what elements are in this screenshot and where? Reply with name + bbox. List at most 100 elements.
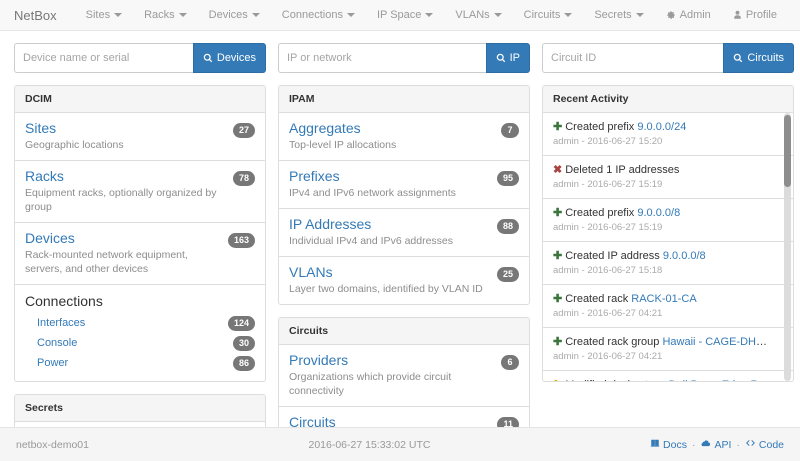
activity-meta: admin - 2016-06-27 15:20: [553, 136, 663, 147]
activity-scrollbar-track[interactable]: [784, 113, 791, 381]
link-console[interactable]: Console: [37, 337, 78, 349]
desc-ip-addresses: Individual IPv4 and IPv6 addresses: [289, 235, 454, 247]
nav-item-sites[interactable]: Sites: [75, 9, 133, 21]
column-activity: Circuits Recent Activity ✚Created prefix…: [542, 43, 794, 461]
footer-link-label: API: [714, 438, 732, 451]
nav-item-connections[interactable]: Connections: [271, 9, 366, 21]
column-dcim: Devices DCIM Sites 27 Geographic locatio…: [14, 43, 266, 461]
ip-search-group: IP: [278, 43, 530, 73]
link-aggregates[interactable]: Aggregates: [289, 120, 361, 136]
nav-label: IP Space: [376, 9, 422, 21]
link-sites[interactable]: Sites: [25, 120, 57, 136]
panel-ipam: IPAM Aggregates 7 Top-level IP allocatio…: [278, 85, 530, 305]
desc-providers: Organizations which provide circuit conn…: [289, 371, 452, 397]
nav-item-admin[interactable]: Admin: [655, 9, 722, 21]
pencil-icon: ✎: [553, 379, 562, 381]
nav-item-ip-space[interactable]: IP Space: [366, 9, 444, 21]
desc-aggregates: Top-level IP allocations: [289, 139, 397, 151]
nav-item-secrets[interactable]: Secrets: [583, 9, 654, 21]
heading-connections: Connections: [25, 293, 103, 309]
badge-aggregates-count: 7: [501, 123, 519, 138]
activity-object-link[interactable]: Dell PowerEdge R630: [669, 379, 771, 381]
ipam-row-prefixes: Prefixes 95 IPv4 and IPv6 network assign…: [279, 161, 529, 209]
activity-action: Created IP address: [565, 250, 660, 262]
link-prefixes[interactable]: Prefixes: [289, 168, 340, 184]
brand-netbox[interactable]: NetBox: [14, 7, 57, 23]
book-icon: [650, 438, 660, 451]
chevron-down-icon: [346, 13, 355, 18]
badge-console-count: 30: [232, 336, 255, 351]
activity-object-link[interactable]: 9.0.0.0/8: [662, 250, 706, 262]
link-providers[interactable]: Providers: [289, 352, 349, 368]
connections-item-interfaces: Interfaces 124: [25, 313, 255, 333]
circuit-search-button[interactable]: Circuits: [723, 43, 794, 73]
circuit-search-input[interactable]: [542, 43, 724, 73]
panel-body-dcim: Sites 27 Geographic locations Racks 78 E…: [15, 113, 265, 381]
badge-ip-addresses-count: 88: [496, 219, 519, 234]
nav-item-profile[interactable]: Profile: [722, 9, 788, 21]
activity-action: Deleted 1 IP addresses: [565, 164, 680, 176]
ip-search-input[interactable]: [278, 43, 486, 73]
activity-scrollbar-thumb[interactable]: [784, 115, 791, 187]
activity-meta: admin - 2016-06-27 15:19: [553, 179, 663, 190]
activity-item: ✚ Created rack RACK-01-CA admin - 2016-06…: [543, 285, 793, 328]
activity-meta: admin - 2016-06-27 04:21: [553, 351, 663, 362]
plus-icon: ✚: [553, 336, 563, 348]
activity-action: Created prefix: [565, 121, 635, 133]
badge-racks-count: 78: [232, 171, 255, 186]
link-vlans[interactable]: VLANs: [289, 264, 333, 280]
activity-item: ✚ Created rack group Hawaii - CAGE-DH1-01…: [543, 328, 793, 371]
nav-item-devices[interactable]: Devices: [198, 9, 271, 21]
footer-links: Docs · API · Code: [650, 438, 784, 451]
link-devices[interactable]: Devices: [25, 230, 75, 246]
footer-link-docs[interactable]: Docs: [650, 438, 687, 451]
activity-item: ✎Modified device type Dell PowerEdge R63…: [543, 371, 793, 381]
nav-item-logout[interactable]: Log out: [788, 9, 800, 21]
nav-user-actions: Admin Profile Log out: [655, 9, 800, 21]
nav-item-circuits[interactable]: Circuits: [513, 9, 584, 21]
page-footer: netbox-demo01 2016-06-27 15:33:02 UTC Do…: [0, 427, 800, 461]
link-interfaces[interactable]: Interfaces: [37, 317, 86, 329]
activity-item: ✖ Deleted 1 IP addresses admin - 2016-06-…: [543, 156, 793, 199]
badge-prefixes-count: 95: [496, 171, 519, 186]
panel-recent-activity: Recent Activity ✚ Created prefix 9.0.0.0/…: [542, 85, 794, 382]
nav-label: Devices: [208, 9, 248, 21]
nav-item-vlans[interactable]: VLANs: [444, 9, 512, 21]
nav-label: Admin: [679, 9, 711, 21]
badge-sites-count: 27: [232, 123, 255, 138]
nav-item-racks[interactable]: Racks: [133, 9, 198, 21]
activity-action: Created rack group: [565, 336, 660, 348]
activity-object-link[interactable]: Hawaii - CAGE-DH1-01: [662, 336, 771, 348]
connections-sublist: Interfaces 124 Console 30 Power 86: [25, 313, 255, 373]
activity-object-link[interactable]: RACK-01-CA: [631, 293, 697, 305]
activity-object-link[interactable]: 9.0.0.0/8: [637, 207, 681, 219]
plus-icon: ✚: [553, 293, 563, 305]
user-icon: [733, 10, 742, 20]
badge-providers-count: 6: [501, 355, 519, 370]
dcim-row-sites: Sites 27 Geographic locations: [15, 113, 265, 161]
footer-timestamp: 2016-06-27 15:33:02 UTC: [308, 438, 431, 451]
device-search-button[interactable]: Devices: [192, 43, 266, 73]
link-ip-addresses[interactable]: IP Addresses: [289, 216, 372, 232]
ip-search-button[interactable]: IP: [485, 43, 530, 73]
activity-item: ✚ Created prefix 9.0.0.0/8 admin - 2016-0…: [543, 199, 793, 242]
link-racks[interactable]: Racks: [25, 168, 64, 184]
desc-devices: Rack-mounted network equipment, servers,…: [25, 249, 188, 275]
activity-object-link[interactable]: 9.0.0.0/24: [637, 121, 687, 133]
panel-title-circuits: Circuits: [279, 318, 529, 345]
link-power[interactable]: Power: [37, 357, 69, 369]
nav-label: Connections: [281, 9, 343, 21]
chevron-down-icon: [251, 13, 260, 18]
footer-link-code[interactable]: Code: [745, 438, 784, 451]
plus-icon: ✚: [553, 121, 563, 133]
times-icon: ✖: [553, 164, 563, 176]
nav-label: Secrets: [594, 9, 632, 21]
link-circuits[interactable]: Circuits: [289, 414, 336, 430]
column-ipam: IP IPAM Aggregates 7 Top-level IP alloca…: [278, 43, 530, 461]
activity-line: ✚ Created IP address 9.0.0.0/8: [553, 249, 771, 263]
dcim-row-connections: Connections Interfaces 124 Console 30: [15, 285, 265, 381]
nav-label: Profile: [745, 9, 777, 21]
device-search-input[interactable]: [14, 43, 193, 73]
footer-link-api[interactable]: API: [700, 438, 731, 451]
activity-meta: admin - 2016-06-27 04:21: [553, 308, 663, 319]
